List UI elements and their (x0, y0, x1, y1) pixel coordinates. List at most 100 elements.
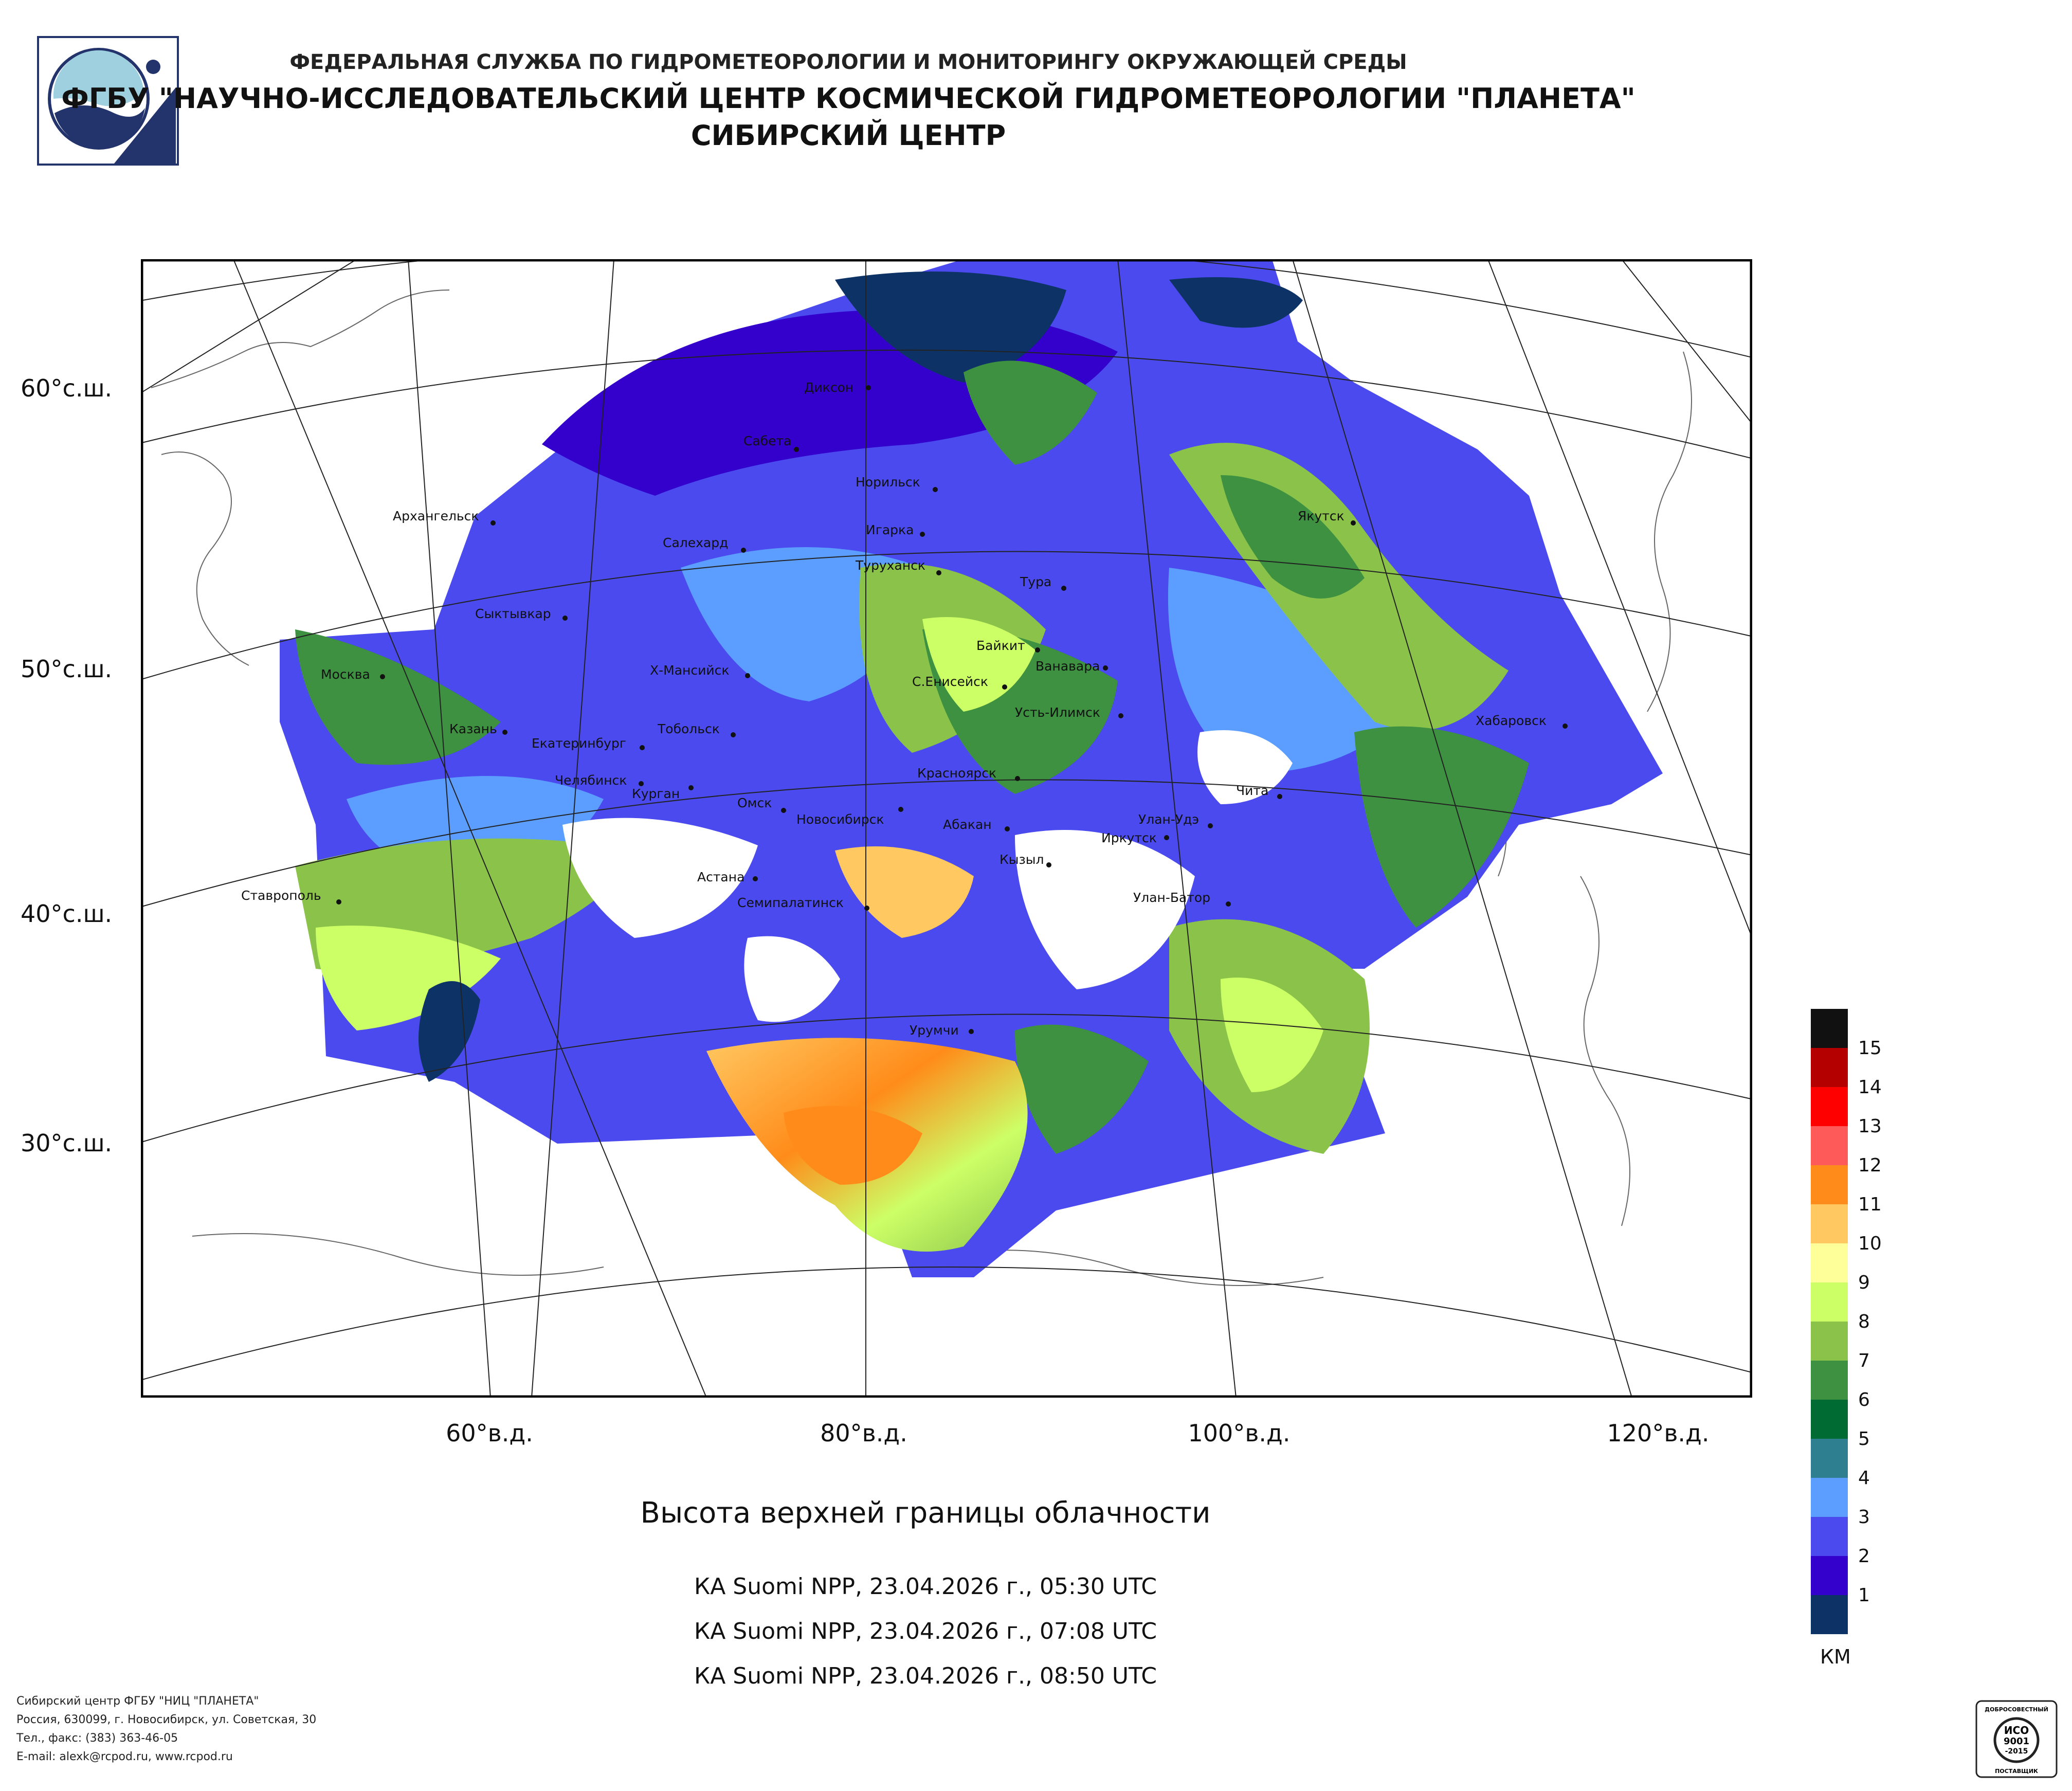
svg-text:Красноярск: Красноярск (917, 766, 996, 781)
svg-text:Ванавара: Ванавара (1035, 659, 1100, 674)
legend-label: 10 (1858, 1233, 1882, 1254)
city-khabarovsk: Хабаровск (1476, 713, 1568, 729)
svg-text:Курган: Курган (632, 786, 680, 801)
svg-text:Чита: Чита (1236, 783, 1268, 798)
svg-text:Якутск: Якутск (1298, 509, 1344, 523)
legend-label: 3 (1858, 1507, 1870, 1528)
legend-swatch (1811, 1322, 1848, 1361)
legend-label: 11 (1858, 1194, 1882, 1215)
iso-certificate-badge: ДОБРОСОВЕСТНЫЙ ИСО 9001 -2015 ПОСТАВЩИК (1975, 1700, 2058, 1778)
svg-text:Архангельск: Архангельск (393, 509, 479, 523)
svg-text:Иркутск: Иркутск (1101, 830, 1157, 845)
svg-text:Тура: Тура (1020, 574, 1051, 589)
legend-label: 1 (1858, 1585, 1870, 1606)
institute-line: ФГБУ "НАУЧНО-ИССЛЕДОВАТЕЛЬСКИЙ ЦЕНТР КОС… (61, 82, 1635, 115)
cloud-top-height-map: Диксон Сабета Норильск Архангельск Салех… (141, 259, 1752, 1398)
svg-text:Урумчи: Урумчи (910, 1023, 959, 1038)
city-syktyvkar: Сыктывкар (475, 606, 568, 621)
svg-text:ДОБРОСОВЕСТНЫЙ: ДОБРОСОВЕСТНЫЙ (1985, 1706, 2048, 1713)
lon-label-100: 100°в.д. (1188, 1419, 1291, 1447)
svg-text:Тобольск: Тобольск (657, 721, 720, 736)
legend-label: 2 (1858, 1546, 1870, 1567)
city-yakutsk: Якутск (1298, 509, 1356, 526)
cloud-swath (280, 259, 1663, 1277)
svg-text:Туруханск: Туруханск (855, 558, 925, 573)
svg-text:Салехард: Салехард (663, 535, 728, 550)
city-moscow: Москва (321, 667, 385, 682)
city-sabeta: Сабета (743, 433, 799, 452)
lat-label-30: 30°с.ш. (21, 1129, 113, 1157)
city-omsk: Омск (737, 795, 786, 813)
legend-swatch (1811, 1556, 1848, 1595)
city-ulan-ude: Улан-Удэ (1138, 812, 1213, 828)
lon-label-60: 60°в.д. (446, 1419, 533, 1447)
lat-label-40: 40°с.ш. (21, 900, 113, 928)
city-s-eniseysk: С.Енисейск (912, 674, 1007, 690)
legend-label: 4 (1858, 1468, 1870, 1489)
svg-text:9001: 9001 (2004, 1736, 2029, 1747)
svg-text:Хабаровск: Хабаровск (1476, 713, 1547, 728)
city-ust-ilimsk: Усть-Илимск (1015, 705, 1123, 720)
city-kazan: Казань (449, 721, 507, 736)
pass-2: КА Suomi NPP, 23.04.2026 г., 07:08 UTC (694, 1618, 1157, 1644)
legend-label: 8 (1858, 1311, 1870, 1332)
legend-label: 5 (1858, 1428, 1870, 1450)
legend-swatch (1811, 1243, 1848, 1282)
svg-text:-2015: -2015 (2005, 1747, 2028, 1756)
city-kurgan: Курган (632, 785, 694, 801)
city-layer: Диксон Сабета Норильск Архангельск Салех… (241, 380, 1568, 1038)
svg-text:Улан-Батор: Улан-Батор (1133, 890, 1210, 905)
svg-text:Улан-Удэ: Улан-Удэ (1138, 812, 1199, 827)
city-novosibirsk: Новосибирск (796, 807, 903, 827)
legend-label: 13 (1858, 1116, 1882, 1137)
city-tobolsk: Тобольск (657, 721, 736, 737)
legend-swatch (1811, 1009, 1848, 1048)
svg-text:Игарка: Игарка (866, 522, 914, 537)
svg-text:Байкит: Байкит (976, 638, 1025, 653)
city-ulan-bator: Улан-Батор (1133, 890, 1231, 907)
city-urumqi: Урумчи (910, 1023, 974, 1038)
legend-swatch (1811, 1478, 1848, 1517)
svg-text:Норильск: Норильск (856, 475, 920, 490)
svg-text:ИСО: ИСО (2004, 1724, 2029, 1736)
svg-text:Диксон: Диксон (804, 380, 853, 395)
city-igarka: Игарка (866, 522, 925, 537)
svg-text:Х-Мансийск: Х-Мансийск (650, 663, 729, 678)
city-krasnoyarsk: Красноярск (917, 766, 1020, 781)
city-salekhard: Салехард (663, 535, 746, 553)
svg-text:ПОСТАВЩИК: ПОСТАВЩИК (1995, 1768, 2038, 1775)
map-subtitle: Высота верхней границы облачности (640, 1496, 1211, 1530)
city-kyzyl: Кызыл (999, 852, 1051, 867)
legend-swatch (1811, 1439, 1848, 1478)
city-turukhansk: Туруханск (855, 558, 941, 575)
city-semipalatinsk: Семипалатинск (737, 895, 869, 911)
svg-text:Кызыл: Кызыл (999, 852, 1044, 867)
center-line: СИБИРСКИЙ ЦЕНТР (690, 119, 1006, 152)
city-tura: Тура (1020, 574, 1066, 591)
legend-label: 12 (1858, 1155, 1882, 1176)
legend-swatch (1811, 1361, 1848, 1400)
lat-label-60: 60°с.ш. (21, 374, 113, 402)
city-chita: Чита (1236, 783, 1282, 799)
svg-text:Казань: Казань (449, 721, 497, 736)
city-dikson: Диксон (804, 380, 871, 395)
svg-text:Сыктывкар: Сыктывкар (475, 606, 551, 621)
svg-text:Новосибирск: Новосибирск (796, 812, 884, 827)
city-irkutsk: Иркутск (1101, 830, 1169, 845)
pass-3: КА Suomi NPP, 23.04.2026 г., 08:50 UTC (694, 1663, 1157, 1689)
legend-swatch (1811, 1282, 1848, 1322)
svg-text:Абакан: Абакан (943, 817, 992, 832)
legend-label: 7 (1858, 1350, 1870, 1371)
city-astana: Астана (697, 870, 758, 884)
city-stavropol: Ставрополь (241, 888, 341, 904)
footer-org: Сибирский центр ФГБУ "НИЦ "ПЛАНЕТА" (16, 1695, 259, 1708)
lon-label-80: 80°в.д. (820, 1419, 907, 1447)
svg-text:С.Енисейск: С.Енисейск (912, 674, 988, 689)
city-kh-mansiysk: Х-Мансийск (650, 663, 750, 678)
svg-text:Сабета: Сабета (743, 433, 791, 448)
legend-swatch (1811, 1165, 1848, 1204)
city-baikit: Байкит (976, 638, 1040, 653)
city-arkhangelsk: Архангельск (393, 509, 496, 526)
agency-line: ФЕДЕРАЛЬНАЯ СЛУЖБА ПО ГИДРОМЕТЕОРОЛОГИИ … (289, 50, 1407, 74)
legend-label: 9 (1858, 1272, 1870, 1293)
